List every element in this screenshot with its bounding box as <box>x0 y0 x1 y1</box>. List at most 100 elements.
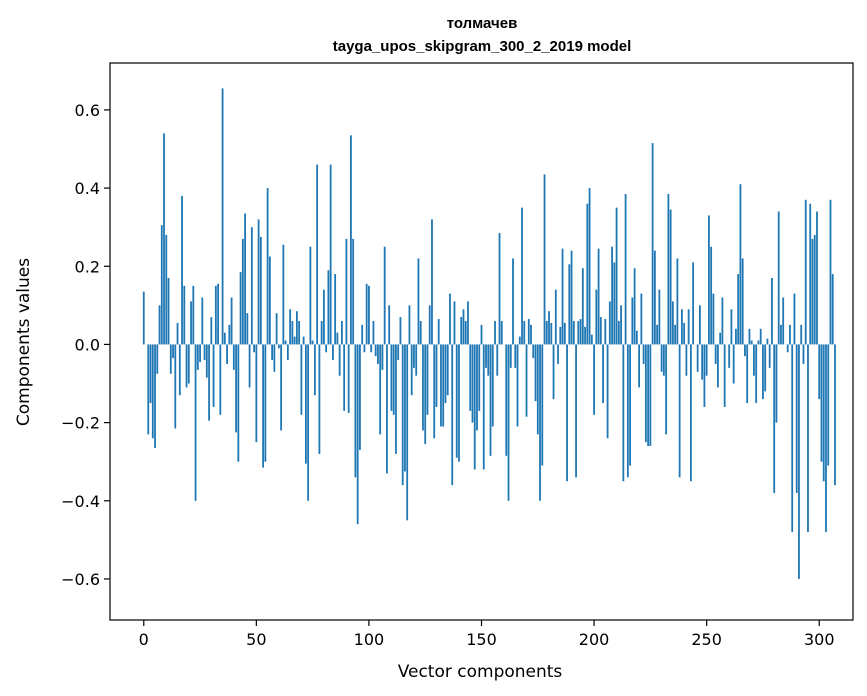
bar <box>338 344 341 376</box>
bar <box>219 344 222 415</box>
bar <box>419 320 422 345</box>
bar <box>757 340 760 345</box>
bar <box>570 250 573 345</box>
bar <box>498 233 501 345</box>
bar <box>789 324 791 345</box>
y-axis-ticks: −0.6 −0.4 −0.2 0.0 0.2 0.4 0.6 <box>61 101 110 589</box>
bar <box>782 297 785 345</box>
bar <box>541 344 544 466</box>
bar <box>178 344 181 396</box>
bar <box>329 164 332 345</box>
bar <box>732 344 735 384</box>
bar <box>527 319 530 345</box>
bar <box>710 246 713 345</box>
bar <box>309 246 312 345</box>
bar <box>820 344 823 462</box>
bar <box>284 340 287 345</box>
bar <box>169 344 172 374</box>
x-axis-ticks: 0 50 100 150 200 250 300 <box>139 620 835 649</box>
bars-layer <box>142 88 836 579</box>
bar <box>615 207 618 345</box>
bar <box>586 203 589 345</box>
bar <box>401 344 404 486</box>
bar <box>593 344 595 415</box>
bar <box>426 344 429 415</box>
bar <box>509 344 512 368</box>
bar <box>196 344 199 370</box>
bar <box>602 344 604 404</box>
bar <box>834 344 836 486</box>
bar <box>802 344 805 364</box>
plot-area-frame <box>109 62 854 621</box>
bar <box>613 262 616 345</box>
bar <box>246 313 249 345</box>
bar <box>631 297 634 345</box>
bar <box>584 326 586 345</box>
bar <box>399 317 402 345</box>
bar <box>192 285 195 345</box>
bar <box>766 338 769 345</box>
bar <box>626 344 629 478</box>
bar <box>552 344 555 400</box>
bar <box>750 340 753 345</box>
bar <box>235 344 237 433</box>
bar <box>624 193 627 345</box>
bar <box>334 274 337 345</box>
bar <box>721 297 724 345</box>
bar <box>759 328 762 345</box>
bar <box>444 344 447 404</box>
bar <box>606 344 609 439</box>
bar <box>809 203 812 345</box>
bar <box>318 344 321 454</box>
bar <box>543 174 546 345</box>
bar <box>372 320 375 345</box>
bar <box>160 225 163 345</box>
bar <box>437 319 440 345</box>
bar <box>147 344 150 435</box>
bar <box>491 344 494 427</box>
bar <box>635 330 638 345</box>
bar <box>699 305 701 345</box>
bar <box>633 268 636 345</box>
bar <box>471 344 474 423</box>
bar <box>280 344 283 431</box>
bar <box>516 344 519 427</box>
bar <box>530 324 532 345</box>
bar <box>257 219 260 345</box>
bar <box>185 344 188 388</box>
bar <box>768 344 771 368</box>
bar <box>507 344 510 501</box>
bar <box>210 317 213 345</box>
bar <box>737 274 740 345</box>
bar <box>449 293 451 345</box>
bar <box>406 344 409 521</box>
bar <box>590 334 593 345</box>
bar <box>446 344 449 396</box>
bar <box>514 344 517 368</box>
bar <box>622 344 625 482</box>
bar <box>777 211 780 345</box>
bar <box>266 188 269 345</box>
bar <box>599 317 602 345</box>
bar <box>597 248 600 345</box>
bar <box>798 344 800 579</box>
bar <box>665 344 668 435</box>
x-tick-label: 300 <box>804 630 835 649</box>
bar <box>262 344 264 468</box>
bar <box>753 344 755 376</box>
bar <box>458 344 460 462</box>
bar <box>183 285 186 345</box>
bar <box>302 336 305 345</box>
bar <box>165 234 168 345</box>
bar <box>741 258 744 345</box>
bar <box>539 344 541 501</box>
bar <box>172 344 174 359</box>
bar <box>674 324 677 345</box>
bar <box>415 344 418 376</box>
bar <box>755 344 758 404</box>
bar <box>451 344 454 486</box>
bar <box>489 344 492 456</box>
bar <box>379 344 382 435</box>
bar <box>629 344 631 466</box>
bar <box>545 320 548 345</box>
